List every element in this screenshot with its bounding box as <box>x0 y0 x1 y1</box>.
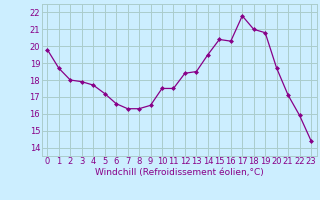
X-axis label: Windchill (Refroidissement éolien,°C): Windchill (Refroidissement éolien,°C) <box>95 168 264 177</box>
